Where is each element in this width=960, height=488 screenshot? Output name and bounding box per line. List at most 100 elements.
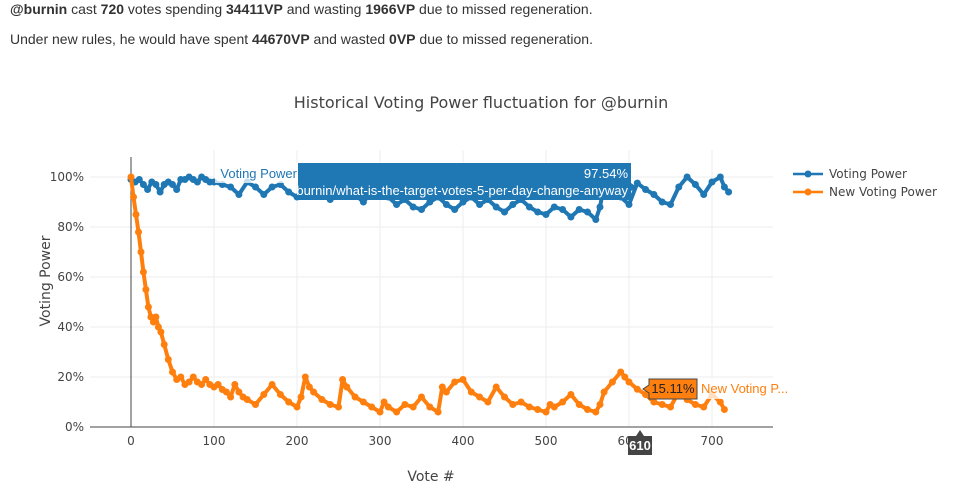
data-point[interactable] [691,181,699,188]
data-point[interactable] [534,208,542,216]
data-point[interactable] [691,401,699,408]
data-point[interactable] [189,373,197,381]
data-point[interactable] [384,403,392,411]
data-point[interactable] [359,198,367,206]
data-point[interactable] [459,376,467,383]
data-point[interactable] [550,403,558,411]
data-point[interactable] [434,408,442,416]
series-new-voting-power[interactable] [127,173,728,416]
data-point[interactable] [139,181,147,188]
data-point[interactable] [318,396,326,403]
data-point[interactable] [326,401,334,408]
data-point[interactable] [559,206,567,213]
data-point[interactable] [567,391,575,398]
data-point[interactable] [567,213,575,221]
data-point[interactable] [193,178,201,186]
data-point[interactable] [418,393,425,401]
data-point[interactable] [169,368,176,376]
data-point[interactable] [380,398,388,406]
data-point[interactable] [600,388,608,396]
data-point[interactable] [575,401,583,408]
data-point[interactable] [222,388,230,396]
data-point[interactable] [339,376,347,383]
data-point[interactable] [625,201,633,208]
data-point[interactable] [716,398,724,406]
data-point[interactable] [451,378,459,386]
data-point[interactable] [227,183,235,191]
data-point[interactable] [592,408,600,416]
legend-item-voting-power[interactable]: Voting Power [793,167,907,181]
data-point[interactable] [716,173,724,181]
data-point[interactable] [426,198,434,206]
data-point[interactable] [305,383,313,391]
data-point[interactable] [720,183,728,191]
data-point[interactable] [492,203,500,211]
data-point[interactable] [442,388,450,396]
data-point[interactable] [227,393,235,401]
data-point[interactable] [675,183,683,191]
data-point[interactable] [268,183,276,191]
data-point[interactable] [575,206,583,213]
data-point[interactable] [293,403,301,411]
data-point[interactable] [534,406,542,413]
data-point[interactable] [368,403,376,411]
data-point[interactable] [164,356,172,363]
data-point[interactable] [401,401,409,408]
legend-item-new-voting-power[interactable]: New Voting Power [793,185,937,199]
data-point[interactable] [720,406,728,413]
data-point[interactable] [467,388,475,396]
data-point[interactable] [135,176,143,183]
data-point[interactable] [139,268,147,276]
data-point[interactable] [625,378,633,386]
series-group[interactable] [127,173,733,416]
data-point[interactable] [596,203,604,211]
data-point[interactable] [409,203,417,211]
data-point[interactable] [608,378,616,386]
data-point[interactable] [451,206,459,213]
data-point[interactable] [243,396,251,403]
data-point[interactable] [492,383,500,391]
data-point[interactable] [476,201,484,208]
data-point[interactable] [658,198,666,206]
data-point[interactable] [621,373,629,381]
data-point[interactable] [509,201,517,208]
data-point[interactable] [633,179,641,187]
data-point[interactable] [525,403,533,411]
data-point[interactable] [509,401,517,408]
data-point[interactable] [160,341,168,348]
data-point[interactable] [359,398,367,406]
data-point[interactable] [559,398,567,406]
data-point[interactable] [409,403,417,411]
data-point[interactable] [137,248,145,256]
data-point[interactable] [132,211,140,218]
data-point[interactable] [343,383,351,391]
data-point[interactable] [418,206,425,213]
data-point[interactable] [235,388,243,396]
data-point[interactable] [144,303,152,311]
data-point[interactable] [169,181,176,188]
data-point[interactable] [351,393,359,401]
data-point[interactable] [252,183,259,191]
data-point[interactable] [426,403,434,411]
data-point[interactable] [592,216,600,223]
data-point[interactable] [667,403,674,411]
data-point[interactable] [442,201,450,208]
data-point[interactable] [650,398,658,406]
data-point[interactable] [135,228,142,236]
data-point[interactable] [484,398,492,406]
data-point[interactable] [542,211,550,218]
data-point[interactable] [642,186,650,193]
data-point[interactable] [268,381,276,388]
data-point[interactable] [542,408,550,416]
data-point[interactable] [260,391,268,398]
data-point[interactable] [235,191,243,198]
data-point[interactable] [708,178,716,186]
data-point[interactable] [725,188,733,196]
data-point[interactable] [393,408,401,416]
data-point[interactable] [658,401,666,408]
data-point[interactable] [584,406,591,413]
data-point[interactable] [202,376,210,383]
data-point[interactable] [231,381,239,388]
data-point[interactable] [550,203,558,211]
